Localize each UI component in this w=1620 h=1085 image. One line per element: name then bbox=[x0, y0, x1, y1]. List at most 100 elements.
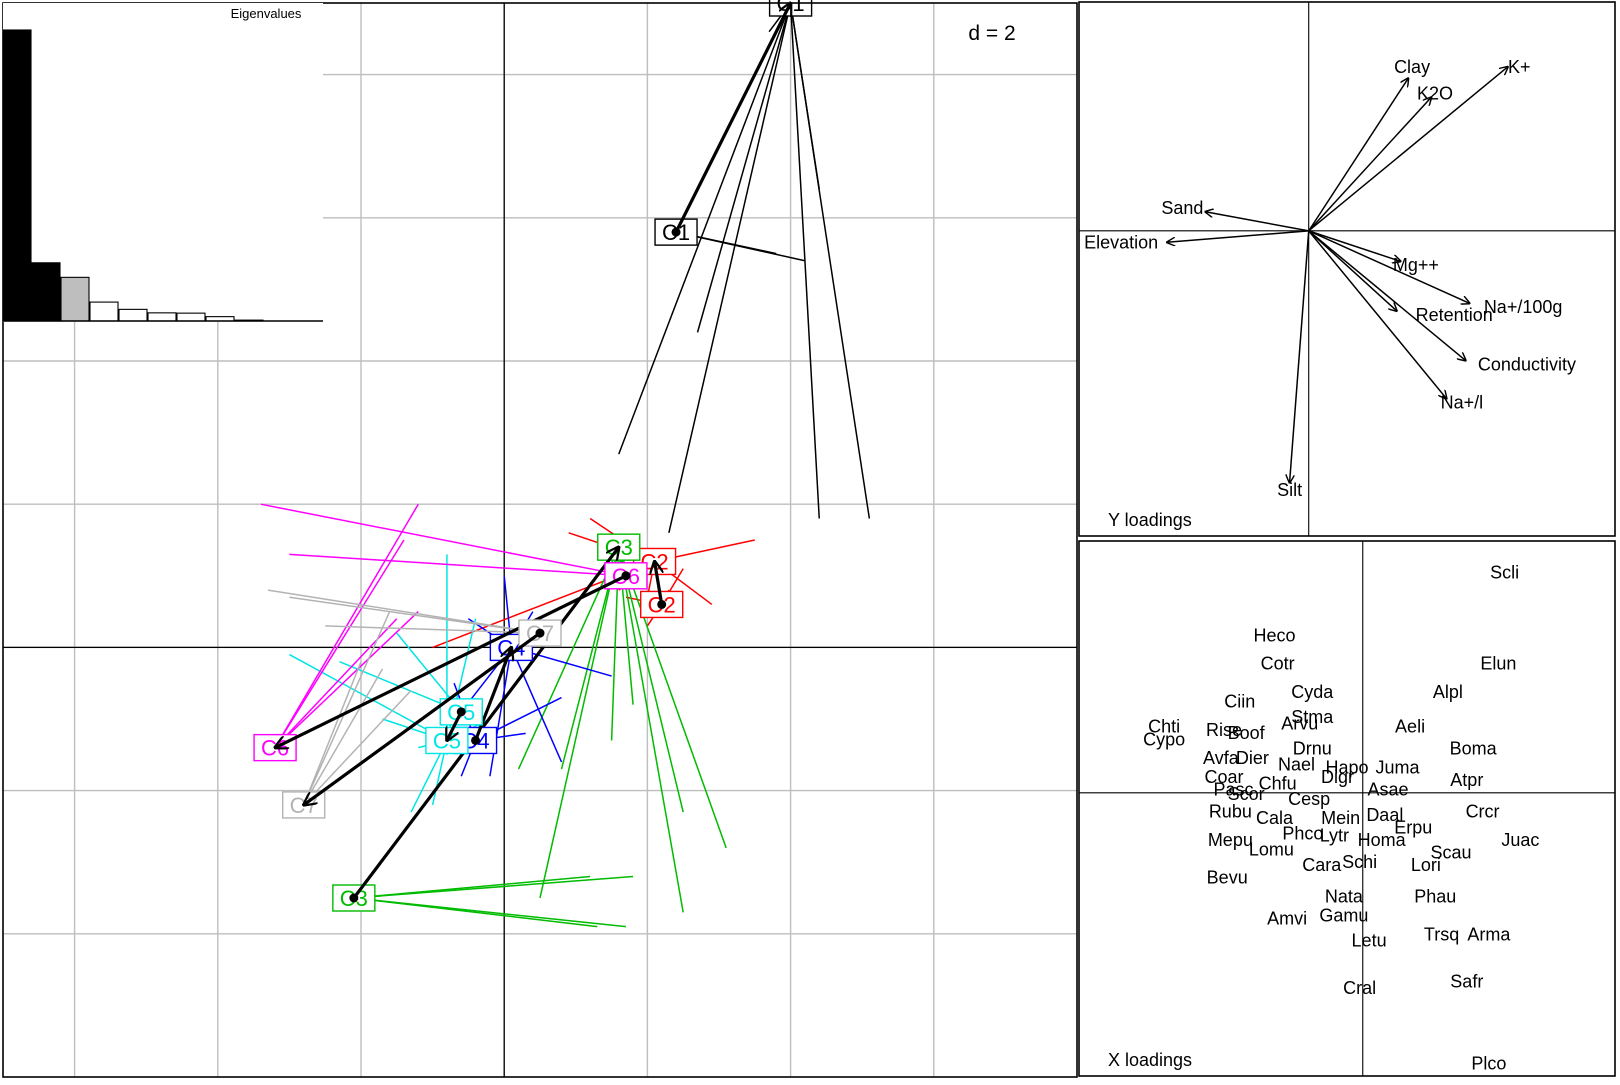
loading-label: Retention bbox=[1416, 305, 1493, 325]
label-box bbox=[604, 562, 648, 590]
species-label: Atpr bbox=[1450, 770, 1483, 790]
species-label: Alpl bbox=[1433, 682, 1463, 702]
species-label: Drnu bbox=[1293, 739, 1332, 759]
star-ray bbox=[274, 539, 405, 749]
star-ray bbox=[260, 503, 627, 577]
loading-label: Clay bbox=[1394, 57, 1430, 77]
star-ray bbox=[353, 875, 634, 899]
star-ray bbox=[517, 546, 620, 770]
scale-label: d = 2 bbox=[950, 15, 1034, 51]
star-ray bbox=[289, 596, 541, 634]
loading-label: K+ bbox=[1508, 57, 1531, 77]
eigenvalue-bar bbox=[2, 29, 32, 322]
species-label: Aeli bbox=[1395, 717, 1425, 737]
species-label: Cral bbox=[1343, 978, 1376, 998]
star-ray bbox=[303, 611, 391, 806]
species-label: Cotr bbox=[1261, 654, 1295, 674]
main-panel: C1C1C2C2C3C3C4C4C5C5C6C6C7C7d = 2 bbox=[2, 0, 1078, 1078]
group-label-c6-y: C6 bbox=[604, 562, 648, 590]
star-ray bbox=[789, 2, 871, 519]
species-label: Crcr bbox=[1466, 802, 1500, 822]
eigenvalue-bar bbox=[60, 276, 90, 322]
coinertia-arrow bbox=[674, 3, 791, 233]
star-ray bbox=[289, 553, 626, 577]
label-text: C6 bbox=[261, 736, 289, 761]
species-label: Mein bbox=[1321, 808, 1360, 828]
species-label: Gamu bbox=[1319, 906, 1368, 926]
species-label: Bevu bbox=[1207, 868, 1248, 888]
species-label: Stma bbox=[1291, 707, 1334, 727]
star-ray bbox=[325, 625, 541, 634]
arrow-origin-point bbox=[671, 227, 681, 237]
species-label: Mepu bbox=[1208, 830, 1253, 850]
species-label: Coar bbox=[1205, 767, 1244, 787]
species-label: Juac bbox=[1501, 830, 1539, 850]
loading-label: Na+/l bbox=[1441, 393, 1484, 413]
loading-label: K2O bbox=[1417, 84, 1453, 104]
species-label: Cesp bbox=[1288, 789, 1330, 809]
species-label: Cyda bbox=[1291, 682, 1334, 702]
eigenvalue-bar bbox=[31, 262, 61, 322]
species-label: Rubu bbox=[1209, 802, 1252, 822]
species-label: Safr bbox=[1450, 972, 1483, 992]
species-label: Scau bbox=[1431, 843, 1472, 863]
loading-label: Na+/100g bbox=[1484, 297, 1563, 317]
coinertia-arrow bbox=[304, 631, 541, 805]
star-ray bbox=[618, 547, 684, 913]
eigenvalues-inset: Eigenvalues bbox=[2, 3, 323, 322]
species-label: Hapo bbox=[1325, 758, 1368, 778]
species-label: Boof bbox=[1228, 723, 1266, 743]
species-label: Erpu bbox=[1394, 817, 1432, 837]
star-ray bbox=[303, 668, 384, 806]
loading-arrow bbox=[1308, 97, 1432, 232]
loading-label: Conductivity bbox=[1478, 354, 1576, 374]
species-label: Ciin bbox=[1224, 692, 1255, 712]
arrow-origin-point bbox=[621, 571, 631, 581]
inset-title: Eigenvalues bbox=[231, 6, 302, 21]
species-label: Arma bbox=[1467, 924, 1511, 944]
species-label: Cala bbox=[1256, 808, 1294, 828]
species-label: Phco bbox=[1282, 824, 1323, 844]
arrow-origin-point bbox=[349, 893, 359, 903]
species-label: Cara bbox=[1302, 855, 1342, 875]
species-label: Juma bbox=[1375, 758, 1420, 778]
arrow-origin-point bbox=[657, 599, 667, 609]
label-text: C5 bbox=[433, 728, 461, 753]
arrow-origin-point bbox=[456, 707, 466, 717]
species-label: Plco bbox=[1471, 1053, 1506, 1073]
loading-arrow bbox=[1308, 67, 1508, 232]
star-ray bbox=[303, 689, 412, 806]
eigenvalue-bar bbox=[147, 312, 177, 322]
species-label: Nael bbox=[1278, 754, 1315, 774]
star-ray bbox=[618, 546, 727, 849]
species-label: Asae bbox=[1367, 780, 1408, 800]
star-ray bbox=[489, 647, 513, 777]
loading-label: Elevation bbox=[1084, 232, 1158, 252]
loading-arrow bbox=[1290, 230, 1310, 483]
species-label: Phau bbox=[1414, 887, 1456, 907]
star-ray bbox=[303, 661, 362, 806]
coinertia-arrow bbox=[352, 547, 619, 899]
species-label: Rise bbox=[1206, 720, 1242, 740]
x-loadings-title: X loadings bbox=[1108, 1050, 1192, 1070]
species-label: Boma bbox=[1450, 739, 1498, 759]
loading-label: Sand bbox=[1161, 198, 1203, 218]
species-label: Lori bbox=[1411, 855, 1441, 875]
loading-arrow bbox=[1205, 212, 1309, 232]
star-ray bbox=[696, 2, 792, 333]
loading-arrow bbox=[1308, 230, 1401, 262]
species-label: Elun bbox=[1480, 654, 1516, 674]
species-label: Homa bbox=[1358, 830, 1407, 850]
star-ray bbox=[668, 2, 792, 534]
coinertia-arrow bbox=[447, 711, 463, 741]
star-ray bbox=[539, 546, 620, 899]
species-label: Scli bbox=[1490, 562, 1519, 582]
loading-arrow bbox=[1308, 230, 1470, 303]
species-label: Scor bbox=[1228, 784, 1265, 804]
species-label: Lomu bbox=[1249, 839, 1294, 859]
species-label: Letu bbox=[1352, 931, 1387, 951]
